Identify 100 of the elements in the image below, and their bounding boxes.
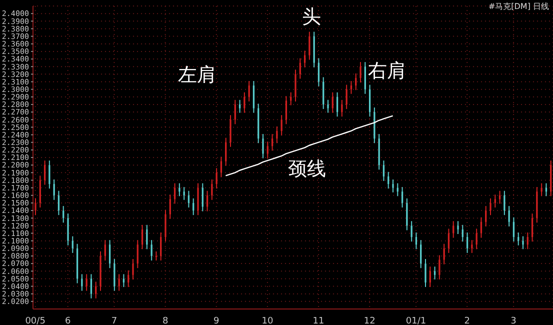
candlestick (118, 274, 120, 292)
candlestick (462, 224, 464, 242)
candlestick (39, 175, 41, 208)
annotation: 左肩 (178, 63, 216, 88)
x-tick-label: 3 (510, 316, 516, 325)
candlestick (276, 126, 278, 144)
candlestick (62, 205, 64, 224)
candlestick (266, 141, 268, 159)
x-tick-label: 9 (214, 316, 220, 325)
candlestick (485, 205, 487, 227)
candlestick (410, 220, 412, 242)
candlestick (350, 80, 352, 94)
candlestick (368, 84, 371, 118)
candlestick (34, 198, 36, 216)
candlestick (108, 240, 111, 269)
candlestick (44, 160, 46, 186)
candlestick (401, 186, 404, 208)
x-tick-label: 8 (162, 316, 168, 325)
candlestick (452, 220, 454, 238)
candlestick (132, 258, 134, 280)
candlestick (341, 99, 343, 118)
candlestick (136, 240, 138, 269)
annotation: 右肩 (368, 59, 406, 84)
candlestick (197, 182, 199, 216)
annotation: 颈线 (288, 157, 326, 182)
chart-subtitle: #马克[DM] 日线 (488, 1, 549, 12)
candlestick (504, 190, 506, 216)
candlestick (183, 186, 185, 200)
candlestick (332, 92, 334, 114)
candlestick (406, 198, 408, 231)
candlestick (355, 72, 357, 91)
candlestick (188, 190, 190, 208)
candlestick (490, 198, 492, 216)
candlestick (90, 274, 92, 299)
candlestick (178, 182, 180, 197)
candlestick (429, 266, 431, 288)
candlestick (424, 258, 426, 288)
candlestick (336, 92, 338, 118)
candlestick (308, 31, 310, 60)
candlestick (327, 99, 329, 114)
candlestick (238, 99, 241, 114)
candlestick (230, 114, 232, 148)
candlestick (160, 232, 162, 262)
candlestick (169, 194, 171, 220)
candlestick (211, 178, 213, 200)
candlestick (81, 274, 83, 292)
candlestick (48, 160, 50, 190)
candlestick (150, 240, 152, 262)
candlestick (252, 80, 255, 114)
candlestick (434, 266, 436, 280)
candlestick (531, 213, 534, 242)
x-tick-label: 10 (262, 316, 274, 325)
candlestick (262, 134, 264, 159)
line-series (225, 115, 394, 176)
x-tick-label: 7 (111, 316, 118, 325)
candlestick (508, 205, 510, 227)
candlestick (280, 114, 282, 136)
candlestick (234, 99, 236, 125)
annotation: 头 (302, 5, 321, 30)
candlestick (518, 232, 520, 246)
candlestick (322, 76, 324, 110)
candlestick (294, 69, 296, 102)
candlestick (388, 171, 390, 190)
candlestick (58, 190, 60, 216)
candlestick (318, 58, 320, 87)
candlestick (67, 213, 69, 246)
candlestick (526, 232, 528, 250)
candlestick (216, 168, 218, 190)
candlestick (95, 281, 97, 299)
candlestick (457, 220, 459, 235)
x-tick-label: 2 (464, 316, 470, 325)
candlestick (471, 240, 473, 254)
candlestick (86, 274, 88, 292)
candlestick (225, 137, 227, 166)
x-tick-label: 00/5 (25, 316, 46, 325)
candlestick (72, 236, 74, 254)
candlestick (146, 224, 148, 250)
candlestick (104, 240, 106, 262)
candlestick (360, 62, 362, 84)
candlestick (480, 216, 482, 238)
candlestick (346, 84, 348, 110)
x-tick-label: 11 (312, 316, 324, 325)
candlestick (122, 274, 125, 288)
candlestick (466, 232, 468, 254)
candlestick (192, 198, 194, 216)
candlestick (164, 209, 166, 242)
candlestick (128, 270, 130, 288)
candlestick (248, 80, 250, 102)
candlestick (382, 160, 385, 182)
candlestick (420, 240, 422, 269)
candlestick (285, 96, 288, 125)
candlestick (476, 228, 478, 250)
x-tick-label: 01/1 (406, 316, 426, 325)
candlestick (364, 62, 366, 94)
candlestick (443, 243, 445, 265)
candlestick (522, 236, 524, 250)
candlestick (540, 182, 542, 197)
candlestick (244, 92, 246, 114)
x-tick-label: 6 (64, 316, 71, 325)
candlestick (392, 178, 394, 193)
